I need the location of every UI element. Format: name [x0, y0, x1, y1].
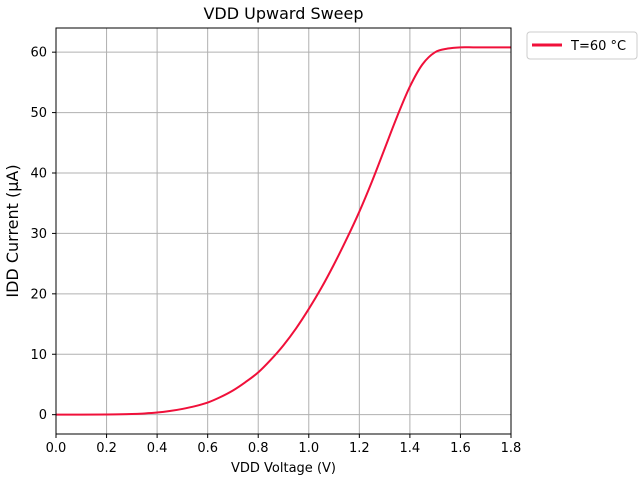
x-tick-label: 1.2 — [349, 441, 370, 456]
x-tick-label: 1.0 — [298, 441, 319, 456]
chart-title: VDD Upward Sweep — [203, 4, 363, 23]
legend-label: T=60 °C — [570, 39, 626, 54]
y-tick-label: 60 — [30, 46, 47, 61]
y-tick-label: 30 — [30, 227, 47, 242]
y-tick-label: 20 — [30, 287, 47, 302]
x-tick-label: 1.8 — [501, 441, 522, 456]
x-tick-label: 1.4 — [400, 441, 421, 456]
y-axis-label: IDD Current (μA) — [3, 164, 22, 297]
y-tick-label: 0 — [39, 408, 47, 423]
legend-box — [526, 31, 638, 60]
x-tick-label: 0.8 — [248, 441, 269, 456]
x-tick-label: 0.4 — [147, 441, 168, 456]
y-tick-label: 40 — [30, 167, 47, 182]
x-axis: 0.0 0.2 0.4 0.6 0.8 1.0 1.2 1.4 1.6 1.8 — [46, 434, 522, 456]
x-tick-label: 0.2 — [96, 441, 117, 456]
x-tick-label: 0.0 — [46, 441, 67, 456]
y-axis: 0 10 20 30 40 50 60 — [30, 46, 56, 423]
x-tick-label: 0.6 — [197, 441, 218, 456]
y-tick-label: 10 — [30, 348, 47, 363]
series-line — [55, 46, 511, 416]
y-tick-label: 50 — [30, 106, 47, 121]
legend: T=60 °C — [526, 31, 638, 60]
x-tick-label: 1.6 — [450, 441, 471, 456]
series-layer — [55, 46, 511, 416]
x-axis-label: VDD Voltage (V) — [231, 461, 336, 476]
plot-frame — [55, 27, 512, 435]
